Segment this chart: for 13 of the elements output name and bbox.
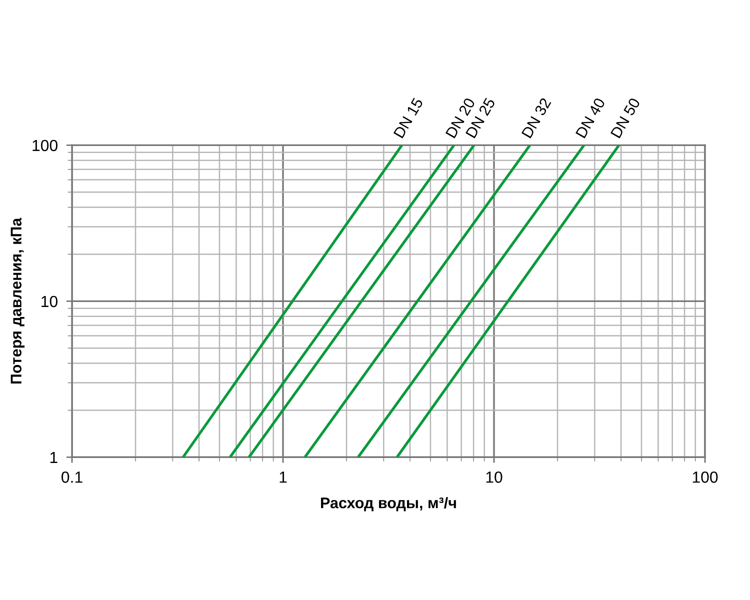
text: DN 15 [393, 97, 424, 138]
text: DN 40 [575, 97, 606, 138]
x-tick-label: 0.1 [62, 472, 82, 483]
y-tick-label: 10 [42, 296, 58, 308]
y-tick-label: 100 [32, 140, 58, 152]
x-tick-label: 1 [280, 472, 287, 483]
y-axis-title: Потеря давления, кПа [10, 218, 25, 384]
x-tick-label: 10 [486, 472, 502, 483]
text: DN 50 [610, 97, 640, 138]
x-axis-title: Расход воды, м³/ч [321, 497, 456, 512]
text: DN 32 [521, 97, 552, 138]
y-tick-label: 1 [50, 452, 58, 463]
x-tick-label: 100 [692, 472, 718, 483]
